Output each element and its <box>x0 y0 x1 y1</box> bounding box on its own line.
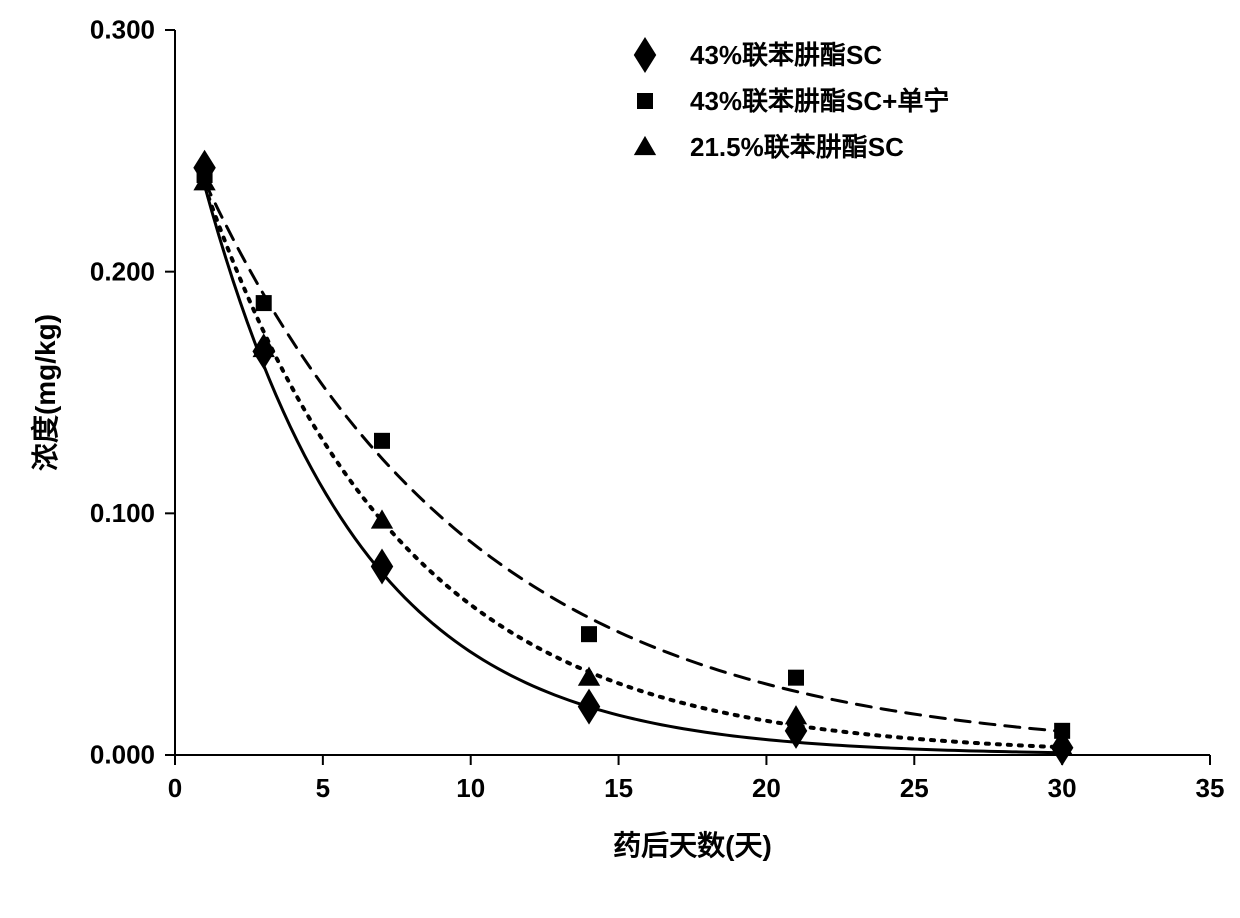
y-tick-label: 0.300 <box>90 15 155 45</box>
legend-row-s215: 21.5%联苯肼酯SC <box>634 132 904 162</box>
series-points-s43 <box>193 150 1073 766</box>
legend-marker-s43 <box>634 37 657 73</box>
series-points-s215 <box>193 171 1073 756</box>
marker-s43t <box>1054 723 1070 739</box>
chart-container: 0 5 10 15 20 25 30 35 药后天数(天) 0.000 0.100 0.200 0.30… <box>0 0 1240 918</box>
x-tick-label: 30 <box>1048 773 1077 803</box>
x-tick-label: 0 <box>168 773 182 803</box>
series-points-s43t <box>197 167 1071 739</box>
marker-s43 <box>371 549 394 585</box>
series-curve-s43 <box>205 185 1063 752</box>
legend-label-s215: 21.5%联苯肼酯SC <box>690 132 904 162</box>
x-tick-label: 20 <box>752 773 781 803</box>
x-tick-label: 35 <box>1196 773 1225 803</box>
y-tick-label: 0.200 <box>90 256 155 286</box>
chart-svg: 0 5 10 15 20 25 30 35 药后天数(天) 0.000 0.100 0.200 0.30… <box>0 0 1240 918</box>
y-tick-label: 0.100 <box>90 498 155 528</box>
marker-s43 <box>578 689 601 725</box>
legend-marker-s215 <box>634 136 656 155</box>
legend-row-s43: 43%联苯肼酯SC <box>634 37 883 73</box>
marker-s43t <box>374 433 390 449</box>
marker-s215 <box>371 509 393 528</box>
x-tick-label: 15 <box>604 773 633 803</box>
marker-s43t <box>256 295 272 311</box>
y-axis-title: 浓度(mg/kg) <box>30 314 61 471</box>
legend-label-s43: 43%联苯肼酯SC <box>690 40 882 70</box>
marker-s43t <box>788 670 804 686</box>
y-tick-label: 0.000 <box>90 740 155 770</box>
x-tick-label: 25 <box>900 773 929 803</box>
x-axis-title: 药后天数(天) <box>613 830 772 861</box>
legend-label-s43t: 43%联苯肼酯SC+单宁 <box>690 86 949 116</box>
marker-s215 <box>785 705 807 724</box>
series-curve-s215 <box>205 186 1063 747</box>
x-tick-label: 10 <box>456 773 485 803</box>
legend-marker-s43t <box>637 93 653 109</box>
marker-s43t <box>581 626 597 642</box>
x-tick-label: 5 <box>316 773 330 803</box>
legend-row-s43t: 43%联苯肼酯SC+单宁 <box>637 86 949 116</box>
